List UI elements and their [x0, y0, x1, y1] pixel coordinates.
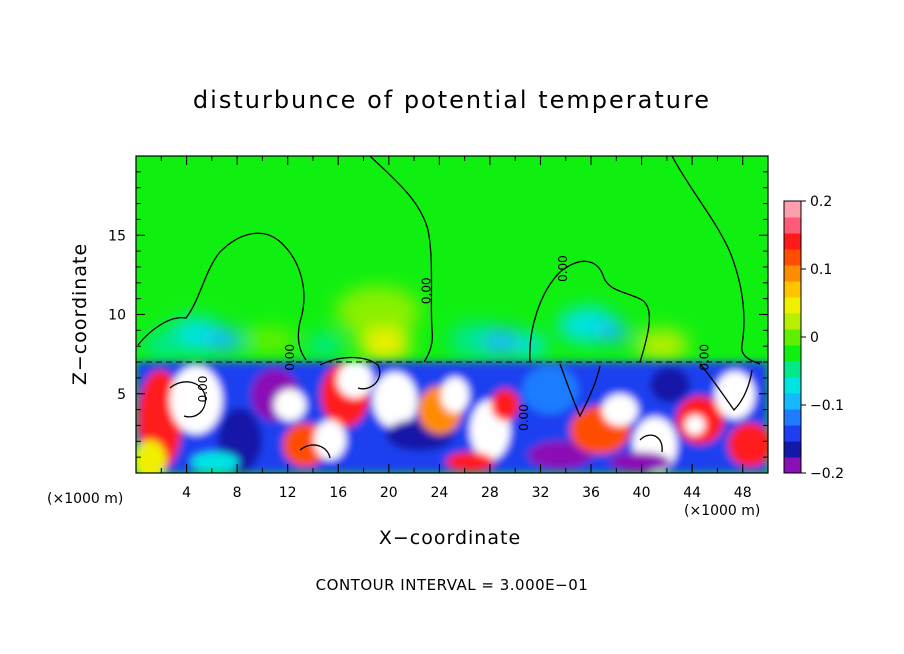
- x-unit-right: (×1000 m): [684, 503, 761, 519]
- y-tick-label: 15: [108, 228, 126, 244]
- contour-interval-note: CONTOUR INTERVAL = 3.000E−01: [315, 576, 589, 594]
- contour-label: 0.00: [517, 404, 531, 431]
- colorbar-swatch: [784, 281, 801, 298]
- chart-title: disturbunce of potential temperature: [192, 86, 712, 114]
- x-tick-label: 28: [481, 485, 499, 501]
- colorbar-swatch: [784, 201, 801, 218]
- upper-layer-blobs: [143, 286, 688, 361]
- x-axis: 4 8 12 16 20 24 28 32 36 40 44 48: [160, 156, 752, 501]
- x-tick-label: 48: [734, 485, 752, 501]
- contour-label: 0.00: [556, 255, 570, 282]
- colorbar-swatch: [784, 233, 801, 250]
- colorbar-swatch: [784, 361, 801, 378]
- x-tick-label: 12: [279, 485, 297, 501]
- colorbar-swatch: [784, 249, 801, 266]
- x-tick-label: 24: [430, 485, 448, 501]
- colorbar-tick-label: 0.1: [810, 262, 832, 278]
- x-tick-label: 20: [380, 485, 398, 501]
- x-tick-label: 44: [683, 485, 701, 501]
- colorbar-swatch: [784, 297, 801, 314]
- colorbar-swatch: [784, 265, 801, 282]
- colorbar-swatch: [784, 377, 801, 394]
- colorbar-swatch: [784, 313, 801, 330]
- contour-label: 0.00: [698, 344, 712, 371]
- lower-layer-blobs: [136, 362, 768, 473]
- colorbar-swatch: [784, 457, 801, 474]
- y-axis: 5 10 15: [108, 171, 768, 458]
- y-axis-label: Z−coordinate: [69, 242, 91, 386]
- x-tick-label: 40: [633, 485, 651, 501]
- colorbar-swatch: [784, 441, 801, 458]
- colorbar-tick-label: −0.2: [810, 466, 844, 482]
- colorbar-swatch: [784, 329, 801, 346]
- x-unit-left: (×1000 m): [47, 491, 124, 507]
- contour-label-group: 0.00 0.00 0.00 0.00 0.00 0.00: [196, 255, 712, 431]
- contour-label: 0.00: [283, 344, 297, 371]
- x-tick-label: 36: [582, 485, 600, 501]
- contour-lines: [136, 156, 768, 459]
- colorbar-tick-label: 0.2: [810, 194, 832, 210]
- x-tick-label: 32: [532, 485, 550, 501]
- colorbar-swatch: [784, 409, 801, 426]
- x-tick-label: 8: [233, 485, 242, 501]
- colorbar-tick-label: 0: [810, 330, 819, 346]
- x-axis-label: X−coordinate: [378, 527, 522, 549]
- y-tick-label: 5: [117, 387, 126, 403]
- x-tick-label: 16: [329, 485, 347, 501]
- colorbar: 0.2 0.1 0 −0.1 −0.2: [783, 194, 844, 482]
- colorbar-swatch: [784, 217, 801, 234]
- colorbar-swatch: [784, 425, 801, 442]
- colorbar-tick-label: −0.1: [810, 398, 844, 414]
- contour-label: 0.00: [420, 277, 434, 304]
- x-tick-label: 4: [182, 485, 191, 501]
- heatmap-field: 0.00 0.00 0.00 0.00 0.00 0.00: [136, 156, 768, 473]
- colorbar-swatch: [784, 393, 801, 410]
- contour-label: 0.00: [196, 376, 210, 403]
- colorbar-swatch: [784, 345, 801, 362]
- y-tick-label: 10: [108, 308, 126, 324]
